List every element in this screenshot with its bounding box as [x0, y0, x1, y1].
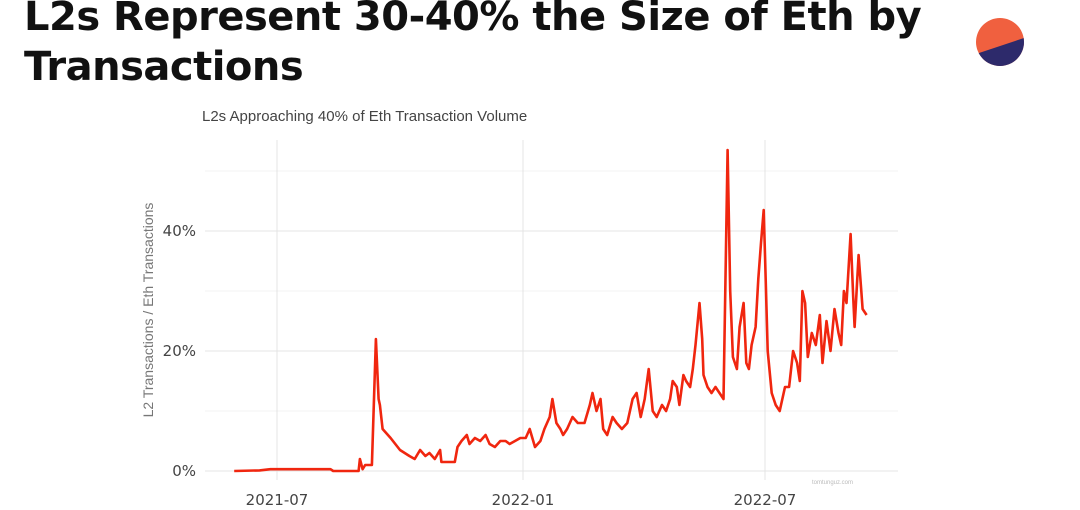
y-tick-label: 40%: [163, 222, 196, 240]
y-tick-label: 0%: [172, 462, 196, 480]
page-title-line-1: L2s Represent 30-40% the Size of Eth by: [24, 0, 922, 40]
series-line: [234, 148, 868, 473]
half-circle-logo-icon: [976, 18, 1024, 66]
chart-title: L2s Approaching 40% of Eth Transaction V…: [202, 108, 527, 125]
y-axis-ticks: 0% 20% 40%: [163, 222, 196, 480]
watermark: tomtunguz.com: [812, 480, 853, 486]
y-axis-label: L2 Transactions / Eth Transactions: [140, 203, 156, 418]
y-tick-label: 20%: [163, 342, 196, 360]
x-axis-ticks: 2021-07 2022-01 2022-07: [246, 491, 797, 509]
page-title-line-2: Transactions: [24, 44, 304, 90]
x-tick-label: 2022-01: [492, 491, 555, 509]
x-tick-label: 2022-07: [734, 491, 797, 509]
x-tick-label: 2021-07: [246, 491, 309, 509]
gridlines: [205, 140, 898, 480]
logo-bottom-half: [976, 38, 1024, 66]
page-title: L2s Represent 30-40% the Size of Eth by …: [24, 0, 922, 92]
